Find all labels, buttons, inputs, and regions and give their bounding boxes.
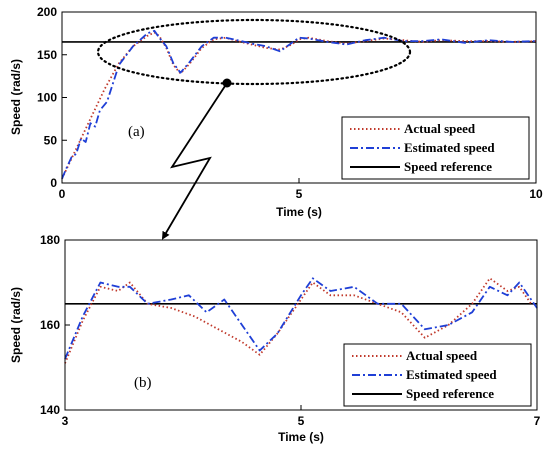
plot-a-xtick-label: 5: [296, 187, 303, 201]
plot-b-xtick-label: 7: [534, 414, 541, 428]
legend-b-actual-label: Actual speed: [406, 348, 478, 363]
legend-b-estimated-label: Estimated speed: [406, 367, 497, 382]
plot-b-xlabel: Time (s): [278, 430, 324, 444]
plot-b-ytick-label: 160: [40, 318, 60, 332]
plot-b-series-actual-speed: [64, 277, 537, 364]
plot-b-ticks: 3 5 7 140 160 180: [40, 233, 541, 428]
plot-a-xtick-label: 0: [59, 187, 66, 201]
plot-b-ytick-label: 180: [40, 233, 60, 247]
plot-b-ylabel: Speed (rad/s): [9, 287, 23, 363]
legend-b: Actual speed Estimated speed Speed refer…: [343, 343, 532, 407]
plot-b-ytick-label: 140: [40, 403, 60, 417]
plot-b-xtick-label: 3: [62, 414, 69, 428]
legend-a: Actual speed Estimated speed Speed refer…: [341, 116, 530, 180]
panel-a-label: (a): [128, 124, 145, 140]
legend-a-actual-label: Actual speed: [404, 121, 476, 136]
plot-a-ytick-label: 200: [37, 5, 57, 19]
plot-b-series-estimated-speed: [64, 277, 538, 360]
plot-a-series-estimated-speed: [61, 29, 537, 180]
plot-a-ytick-label: 0: [50, 176, 57, 190]
legend-a-reference-label: Speed reference: [404, 159, 492, 174]
plot-b-xtick-label: 5: [298, 414, 305, 428]
plot-a-ylabel: Speed (rad/s): [9, 59, 23, 135]
plot-a-series-group: [61, 29, 537, 180]
zoom-region-ellipse: [96, 18, 412, 86]
panel-b-label: (b): [134, 375, 152, 391]
plot-a-xlabel: Time (s): [276, 205, 322, 219]
legend-b-reference-label: Speed reference: [406, 386, 494, 401]
zoom-connector-arrow: [161, 78, 232, 240]
plot-a-ytick-label: 50: [44, 133, 58, 147]
plot-a-ytick-label: 100: [37, 91, 57, 105]
zoom-connector-line: [161, 82, 228, 240]
plot-b-series-group: [64, 277, 538, 364]
legend-a-estimated-label: Estimated speed: [404, 140, 495, 155]
plot-a-xtick-label: 10: [529, 187, 543, 201]
plot-a-ytick-label: 150: [37, 48, 57, 62]
